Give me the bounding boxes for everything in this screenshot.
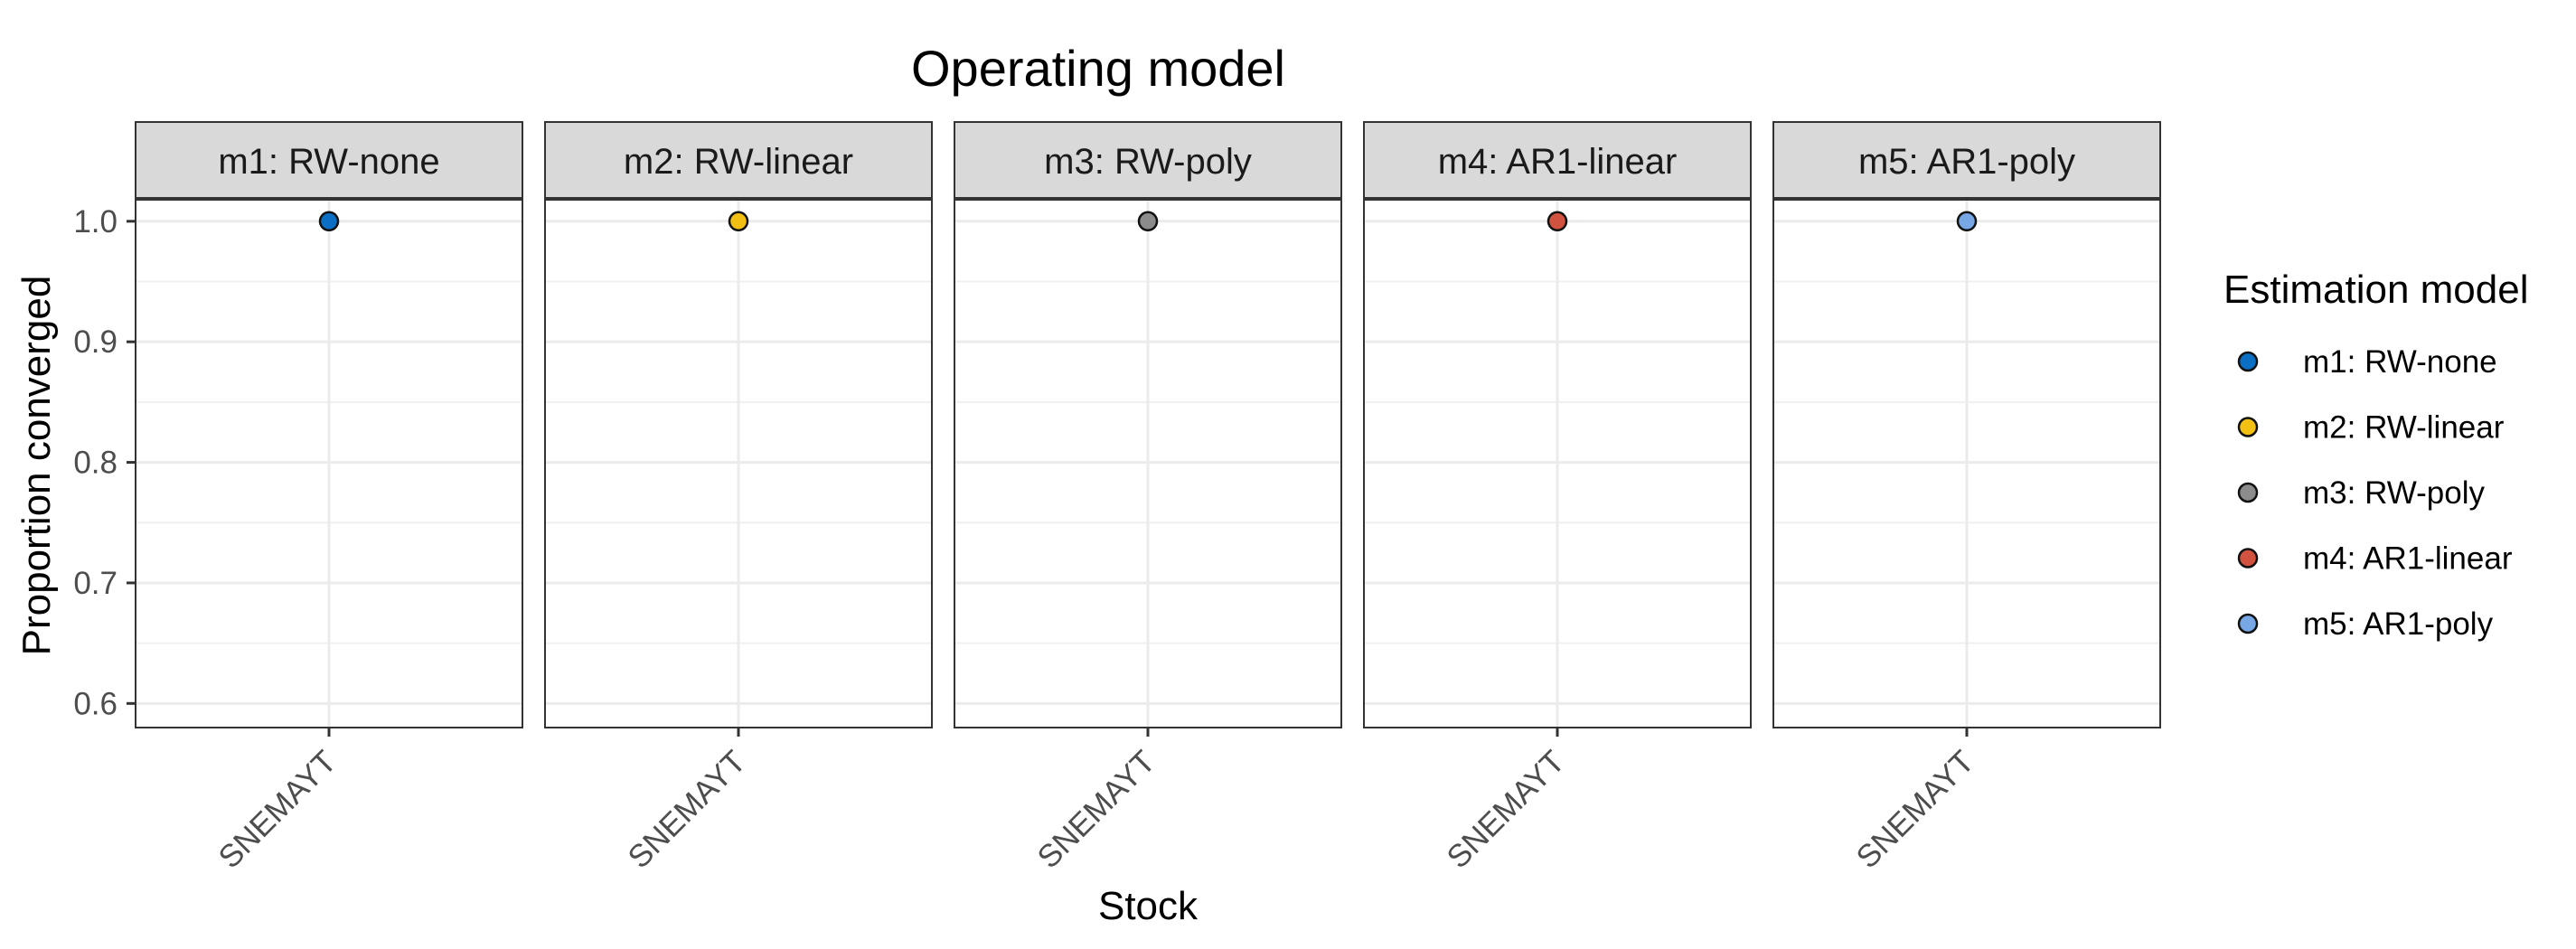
facet-panel: m3: RW-poly SNEMAYT [954, 121, 1342, 875]
legend-item: m1: RW-none [2237, 344, 2497, 380]
legend-item: m3: RW-poly [2237, 475, 2485, 511]
legend-title: Estimation model [2223, 268, 2528, 312]
facet-panel: m4: AR1-linear SNEMAYT [1363, 121, 1752, 875]
facet-strip [544, 121, 933, 200]
y-tick-label: 0.7 [73, 566, 118, 601]
legend-label: m5: AR1-poly [2303, 606, 2494, 642]
y-axis: 0.6 0.7 0.8 0.9 1.0 [73, 204, 136, 721]
facet-panel: m2: RW-linear SNEMAYT [544, 121, 933, 875]
legend-marker [2237, 417, 2259, 437]
y-axis-title: Proportion converged [14, 276, 59, 656]
facet-panel: m5: AR1-poly SNEMAYT [1772, 121, 2161, 875]
x-tick-label: SNEMAYT [1440, 744, 1571, 875]
data-point [1956, 211, 1978, 232]
legend-item: m2: RW-linear [2237, 410, 2505, 446]
data-point [318, 211, 340, 232]
facet-strip-label: m3: RW-poly [1044, 142, 1252, 182]
facet-strip [1363, 121, 1752, 200]
x-tick-label: SNEMAYT [1030, 744, 1161, 875]
facet-panel: m1: RW-none SNEMAYT [135, 121, 523, 875]
facet-strip-label: m5: AR1-poly [1858, 142, 2075, 182]
legend: m1: RW-none m2: RW-linear m3: RW-poly m4: A… [2237, 344, 2513, 642]
y-tick-label: 0.8 [73, 446, 118, 481]
data-point [1137, 211, 1159, 232]
legend-marker [2237, 351, 2259, 372]
y-tick-label: 0.9 [73, 324, 118, 360]
legend-label: m2: RW-linear [2303, 410, 2505, 446]
y-tick-label: 1.0 [73, 204, 118, 240]
legend-label: m3: RW-poly [2303, 475, 2485, 511]
facet-strip-label: m1: RW-none [218, 142, 439, 182]
data-point [728, 211, 749, 232]
x-axis-title: Stock [1098, 884, 1199, 928]
x-tick-label: SNEMAYT [1849, 744, 1980, 875]
facet-strip-label: m2: RW-linear [624, 142, 853, 182]
legend-marker [2237, 613, 2259, 634]
facet-strip [135, 121, 523, 200]
legend-label: m1: RW-none [2303, 344, 2497, 380]
facet-strip-label: m4: AR1-linear [1438, 142, 1678, 182]
legend-item: m4: AR1-linear [2237, 541, 2513, 577]
data-point [1547, 211, 1568, 232]
legend-label: m4: AR1-linear [2303, 541, 2513, 577]
legend-marker [2237, 482, 2259, 503]
x-tick-label: SNEMAYT [621, 744, 752, 875]
legend-marker [2237, 548, 2259, 568]
legend-item: m5: AR1-poly [2237, 606, 2494, 642]
x-tick-label: SNEMAYT [212, 744, 343, 875]
y-tick-label: 0.6 [73, 686, 118, 721]
chart-title: Operating model [911, 40, 1285, 97]
